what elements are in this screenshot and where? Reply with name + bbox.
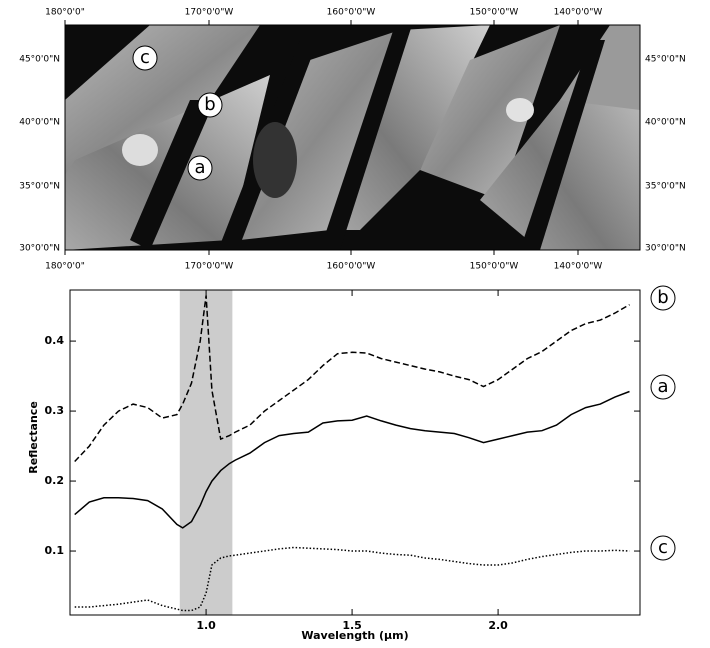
map-marker-circle: [132, 45, 158, 71]
lon-label: 180°0'0": [45, 262, 85, 272]
series-label-circle: [650, 285, 676, 311]
lon-label: 160°0'0"W: [327, 262, 376, 272]
y-tick-label: 0.2: [45, 474, 65, 487]
lon-label: 150°0'0"W: [470, 8, 519, 18]
lat-label: 30°0'0"N: [645, 244, 686, 254]
lat-label: 45°0'0"N: [19, 55, 60, 65]
y-axis-label: Reflectance: [27, 401, 40, 474]
series-label-circle: [650, 535, 676, 561]
lon-label: 160°0'0"W: [327, 8, 376, 18]
lat-label: 40°0'0"N: [645, 118, 686, 128]
y-tick-label: 0.3: [45, 404, 65, 417]
x-tick-label: 1.0: [196, 619, 216, 632]
lon-label: 170°0'0"W: [185, 8, 234, 18]
lat-label: 45°0'0"N: [645, 55, 686, 65]
lat-label: 40°0'0"N: [19, 118, 60, 128]
spectrum-line: [74, 390, 630, 529]
map-marker: c: [140, 47, 150, 68]
x-axis-label: Wavelength (µm): [301, 629, 408, 642]
lat-label: 35°0'0"N: [19, 182, 60, 192]
spectrum-line: [74, 295, 630, 463]
y-tick-label: 0.1: [45, 544, 65, 557]
x-tick-label: 1.5: [342, 619, 362, 632]
x-tick-label: 2.0: [488, 619, 508, 632]
y-tick-label: 0.4: [45, 334, 65, 347]
highlight-band: [179, 290, 233, 615]
lon-label: 170°0'0"W: [185, 262, 234, 272]
lon-label: 140°0'0"W: [554, 8, 603, 18]
lon-label: 140°0'0"W: [554, 262, 603, 272]
plot-frame: [69, 289, 641, 616]
map-marker: b: [204, 94, 215, 115]
series-label: c: [658, 537, 668, 558]
series-label: b: [657, 287, 668, 308]
series-label: a: [657, 376, 668, 397]
map-marker: a: [194, 157, 205, 178]
map-image: [64, 24, 641, 251]
map-marker-circle: [197, 92, 223, 118]
lat-label: 35°0'0"N: [645, 182, 686, 192]
lon-label: 150°0'0"W: [470, 262, 519, 272]
lat-label: 30°0'0"N: [19, 244, 60, 254]
lon-label: 180°0'0": [45, 8, 85, 18]
series-label-circle: [650, 374, 676, 400]
spectrum-line: [74, 546, 630, 612]
map-marker-circle: [187, 155, 213, 181]
